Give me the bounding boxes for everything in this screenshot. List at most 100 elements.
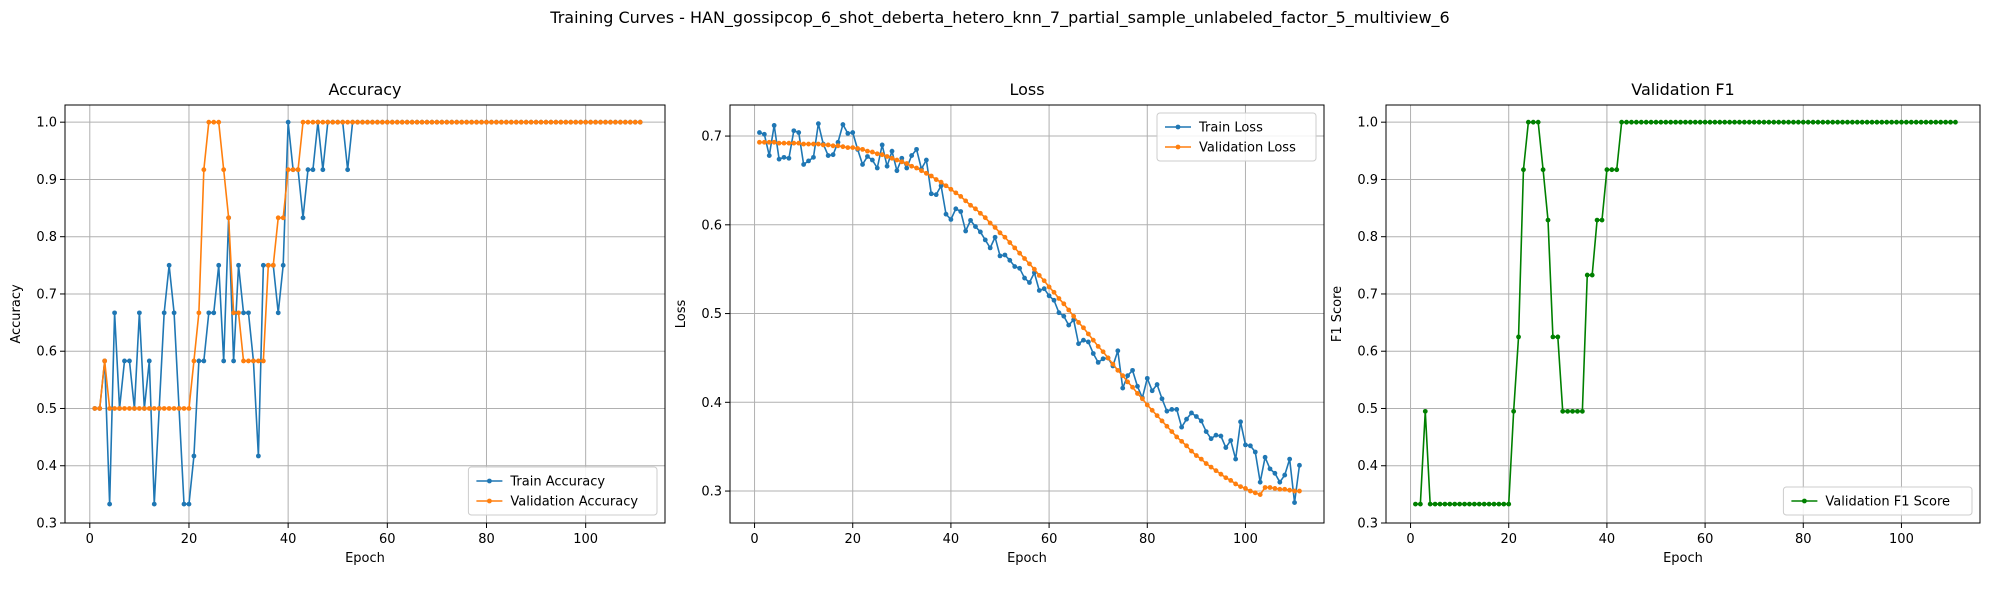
data-point [136,406,142,411]
data-point [1953,119,1958,125]
legend-swatch-marker [1175,124,1181,130]
data-point [825,153,831,158]
data-point [1056,296,1062,301]
x-tick-label: 100 [573,532,598,547]
data-point [345,167,351,173]
data-point [1051,297,1057,303]
data-point [102,358,108,364]
data-point [786,140,792,146]
data-point [938,179,944,185]
data-point [112,310,117,316]
data-point [943,211,949,217]
data-point [1791,119,1796,125]
data-point [1267,485,1273,490]
y-tick-label: 0.7 [36,287,57,302]
data-point [874,165,880,171]
data-point [933,177,939,182]
data-point [1213,432,1219,438]
data-point [1012,264,1018,269]
data-point [968,202,973,208]
data-point [374,119,380,125]
data-point [1525,119,1531,125]
data-point [1535,119,1541,125]
data-point [1555,334,1561,340]
data-point [830,143,836,149]
data-point [295,167,301,173]
axes-frame [1385,104,1981,524]
data-point [963,228,969,234]
data-point [181,406,187,411]
data-point [1017,265,1023,271]
series-line [759,141,1300,496]
data-point [1928,119,1934,125]
data-point [1262,454,1268,460]
data-point [1506,501,1512,507]
axes-frame [64,104,666,524]
data-point [255,358,261,364]
data-point [1238,484,1243,490]
data-point [982,215,988,221]
data-point [894,157,900,163]
data-point [1800,119,1806,125]
data-point [107,406,113,411]
legend-swatch-marker [487,498,492,504]
data-point [806,141,811,147]
data-point [757,130,762,135]
data-point [1002,252,1008,258]
data-point [1668,119,1674,125]
data-point [236,262,241,268]
y-tick-label: 0.3 [36,517,57,532]
data-point [771,123,777,128]
data-point [992,225,998,230]
data-point [1805,119,1811,125]
data-point [1918,119,1924,125]
data-point [1417,501,1423,507]
chart-panel-1: Accuracy 0 20 40 60 80 100 0.3 0.4 0.5 0.6 0.7 0.8 0.… [9,80,666,566]
data-point [943,183,949,189]
y-tick-label: 0.6 [1357,345,1378,360]
data-point [1154,413,1160,419]
data-point [558,119,564,125]
data-point [923,170,929,176]
data-point [865,148,870,154]
data-point [1673,119,1679,125]
legend-label: Validation Loss [1199,141,1296,156]
data-point [1277,479,1283,485]
data-point [136,310,142,316]
data-point [1786,119,1791,125]
data-point [1452,501,1458,507]
data-point [923,157,929,163]
data-point [904,161,910,166]
y-tick-label: 1.0 [1357,116,1378,131]
data-point [632,119,638,125]
series-validation-f1-score [1413,119,1958,507]
data-point [1849,119,1855,125]
data-point [1223,475,1229,481]
data-point [196,310,202,316]
data-point [1432,501,1438,507]
data-point [757,139,762,145]
data-point [1560,408,1566,414]
data-point [776,140,782,146]
data-point [977,210,983,216]
x-axis-label: Epoch [1663,551,1703,566]
data-point [1282,472,1288,478]
data-point [300,215,306,221]
data-point [1149,388,1155,394]
data-point [811,154,816,160]
data-point [489,119,494,125]
data-point [1189,448,1194,454]
data-point [310,119,316,125]
data-point [884,163,890,169]
data-point [424,119,430,125]
data-point [593,119,598,125]
data-point [1629,119,1634,125]
series-train-accuracy [92,119,643,507]
data-point [404,119,410,125]
data-point [1741,119,1747,125]
data-point [909,153,915,158]
data-point [97,406,103,411]
data-point [1481,501,1487,507]
data-point [1262,485,1268,490]
data-point [791,140,797,146]
